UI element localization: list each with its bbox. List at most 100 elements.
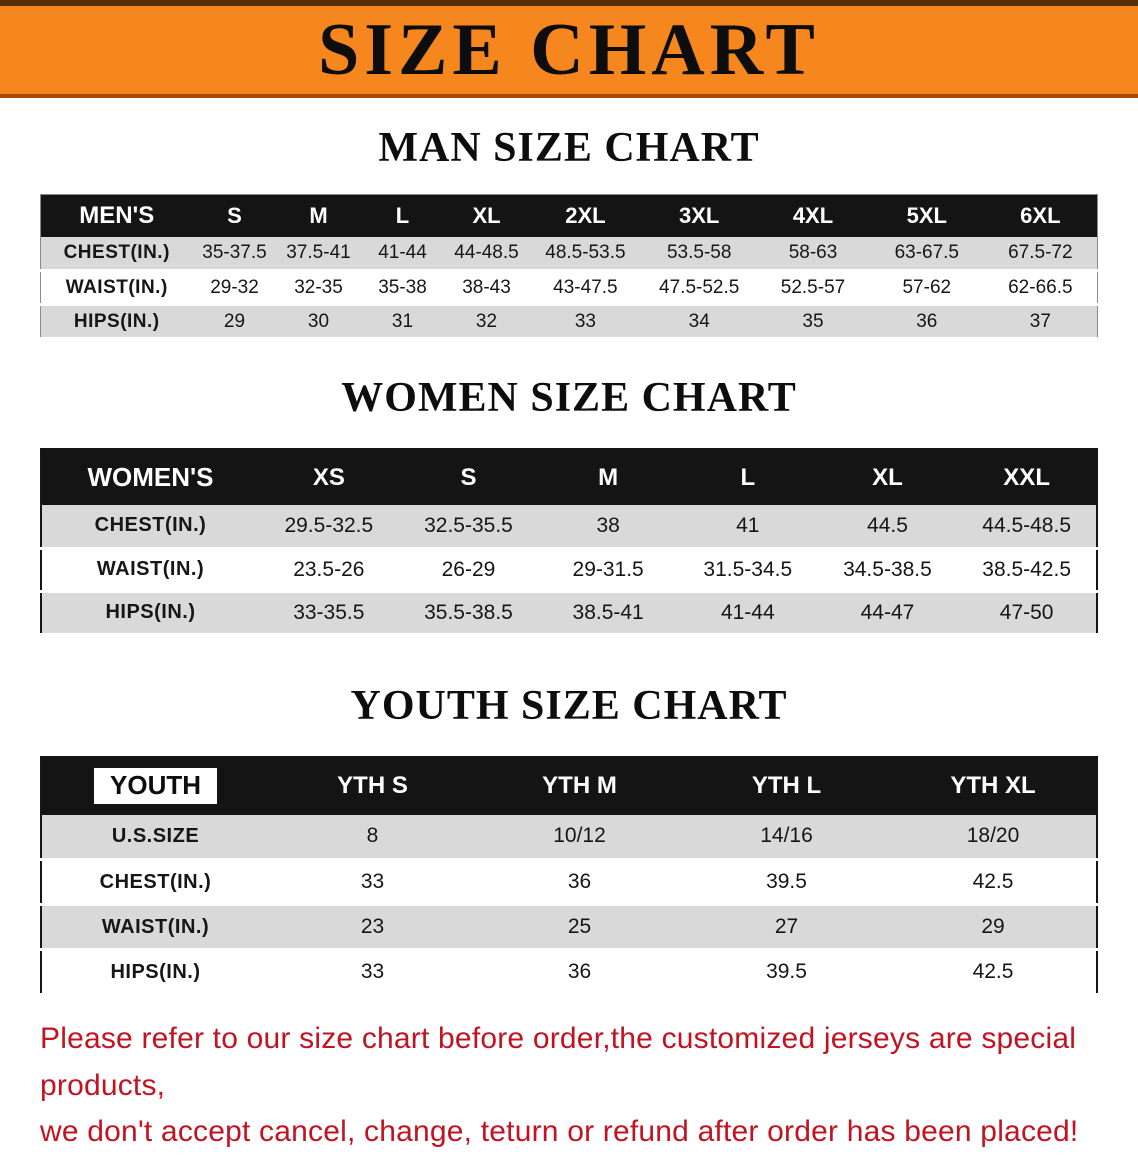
table-row: CHEST(IN.) 35-37.5 37.5-41 41-44 44-48.5 48.5… bbox=[40, 236, 1098, 272]
size-value: 47.5-52.5 bbox=[642, 270, 757, 306]
size-value: 62-66.5 bbox=[983, 270, 1098, 306]
size-column-header: 5XL bbox=[869, 194, 984, 237]
size-column-header: 6XL bbox=[983, 194, 1098, 237]
size-value: 58-63 bbox=[756, 236, 870, 272]
women-size-table: WOMEN'S XS S M L XL XXL CHEST(IN.) 29.5-32.5 32.5… bbox=[40, 448, 1098, 636]
size-value: 10/12 bbox=[476, 814, 683, 861]
row-label: WAIST(IN.) bbox=[41, 904, 269, 951]
size-value: 29-31.5 bbox=[538, 548, 678, 593]
size-value: 35-37.5 bbox=[192, 236, 277, 272]
women-header-row: WOMEN'S XS S M L XL XXL bbox=[41, 449, 1097, 505]
size-value: 29-32 bbox=[192, 270, 277, 306]
row-label: CHEST(IN.) bbox=[40, 236, 193, 272]
size-value: 63-67.5 bbox=[869, 236, 984, 272]
size-column-label: 4XL bbox=[792, 202, 834, 228]
size-value: 26-29 bbox=[398, 548, 539, 593]
size-value: 33 bbox=[269, 859, 476, 906]
size-column-label: 3XL bbox=[679, 202, 720, 228]
men-table-title-label: MEN'S bbox=[79, 201, 155, 229]
size-value: 35 bbox=[756, 304, 870, 340]
size-value: 41 bbox=[677, 505, 818, 550]
size-value: 48.5-53.5 bbox=[528, 236, 643, 272]
size-value: 32-35 bbox=[276, 270, 361, 306]
size-value: 38.5-41 bbox=[538, 591, 678, 636]
size-column-label: M bbox=[309, 202, 328, 228]
row-label: WAIST(IN.) bbox=[40, 270, 193, 306]
size-column-label: YTH S bbox=[337, 772, 408, 799]
size-column-header: XS bbox=[259, 449, 399, 505]
table-row: CHEST(IN.) 33 36 39.5 42.5 bbox=[41, 859, 1097, 906]
order-disclaimer: Please refer to our size chart before or… bbox=[40, 1016, 1114, 1156]
size-column-header: M bbox=[276, 194, 361, 237]
size-value: 38.5-42.5 bbox=[957, 548, 1097, 593]
size-column-header: S bbox=[398, 449, 539, 505]
size-column-header: XL bbox=[444, 194, 529, 237]
size-value: 43-47.5 bbox=[528, 270, 643, 306]
size-column-label: XXL bbox=[1003, 463, 1050, 491]
size-value: 34.5-38.5 bbox=[817, 548, 958, 593]
row-label: HIPS(IN.) bbox=[40, 304, 193, 340]
men-section: MAN SIZE CHART MEN'S S M L XL 2XL 3XL 4XL 5XL 6XL… bbox=[0, 124, 1138, 340]
youth-size-table: YOUTH YTH S YTH M YTH L YTH XL U.S.SIZE 8 10/12… bbox=[40, 755, 1098, 996]
size-value: 67.5-72 bbox=[983, 236, 1098, 272]
size-value: 35-38 bbox=[360, 270, 445, 306]
size-value: 32.5-35.5 bbox=[398, 505, 539, 550]
size-value: 53.5-58 bbox=[642, 236, 757, 272]
size-column-header: YTH M bbox=[476, 756, 683, 815]
page-title: SIZE CHART bbox=[318, 9, 820, 91]
size-column-label: XL bbox=[872, 463, 903, 491]
size-value: 42.5 bbox=[890, 949, 1097, 996]
size-value: 44-47 bbox=[817, 591, 958, 636]
size-column-header: YTH XL bbox=[890, 756, 1097, 815]
table-row: HIPS(IN.) 33-35.5 35.5-38.5 38.5-41 41-44 44-… bbox=[41, 591, 1097, 636]
table-row: CHEST(IN.) 29.5-32.5 32.5-35.5 38 41 44.5 44.5… bbox=[41, 505, 1097, 550]
size-chart-banner: SIZE CHART bbox=[0, 0, 1138, 98]
size-value: 23.5-26 bbox=[259, 548, 399, 593]
disclaimer-line-1: Please refer to our size chart before or… bbox=[40, 1022, 1077, 1102]
row-label: U.S.SIZE bbox=[41, 814, 269, 861]
youth-table-title-label: YOUTH bbox=[94, 768, 217, 804]
size-value: 29.5-32.5 bbox=[259, 505, 399, 550]
size-column-header: YTH L bbox=[683, 756, 890, 815]
size-column-header: 4XL bbox=[756, 194, 870, 237]
women-section-heading: WOMEN SIZE CHART bbox=[341, 375, 797, 421]
size-value: 41-44 bbox=[360, 236, 445, 272]
women-table-title: WOMEN'S bbox=[41, 449, 259, 505]
size-value: 30 bbox=[276, 304, 361, 340]
size-column-label: 2XL bbox=[565, 202, 606, 228]
youth-section-heading: YOUTH SIZE CHART bbox=[350, 682, 788, 729]
size-column-label: S bbox=[227, 202, 242, 228]
size-column-label: L bbox=[740, 463, 756, 491]
size-value: 42.5 bbox=[890, 859, 1097, 906]
size-value: 25 bbox=[476, 904, 683, 951]
size-column-header: XL bbox=[817, 449, 958, 505]
table-row: HIPS(IN.) 29 30 31 32 33 34 35 36 37 bbox=[40, 304, 1098, 340]
size-column-label: 6XL bbox=[1020, 202, 1061, 228]
size-value: 38 bbox=[538, 505, 678, 550]
size-value: 37 bbox=[983, 304, 1098, 340]
size-column-header: XXL bbox=[957, 449, 1097, 505]
size-value: 36 bbox=[476, 949, 683, 996]
size-value: 44-48.5 bbox=[444, 236, 529, 272]
size-value: 44.5 bbox=[817, 505, 958, 550]
size-value: 33-35.5 bbox=[259, 591, 399, 636]
size-value: 29 bbox=[890, 904, 1097, 951]
size-column-header: YTH S bbox=[269, 756, 476, 815]
size-value: 52.5-57 bbox=[756, 270, 870, 306]
size-value: 31.5-34.5 bbox=[677, 548, 818, 593]
size-value: 34 bbox=[642, 304, 757, 340]
size-value: 39.5 bbox=[683, 859, 890, 906]
size-column-header: L bbox=[360, 194, 445, 237]
men-table-title: MEN'S bbox=[40, 194, 193, 237]
size-column-label: YTH L bbox=[751, 772, 822, 799]
size-value: 36 bbox=[476, 859, 683, 906]
size-value: 14/16 bbox=[683, 814, 890, 861]
size-column-header: 2XL bbox=[528, 194, 643, 237]
size-value: 35.5-38.5 bbox=[398, 591, 539, 636]
size-value: 39.5 bbox=[683, 949, 890, 996]
size-value: 31 bbox=[360, 304, 445, 340]
size-column-label: XL bbox=[472, 202, 501, 228]
size-value: 23 bbox=[269, 904, 476, 951]
row-label: HIPS(IN.) bbox=[41, 591, 259, 636]
size-column-header: L bbox=[677, 449, 818, 505]
